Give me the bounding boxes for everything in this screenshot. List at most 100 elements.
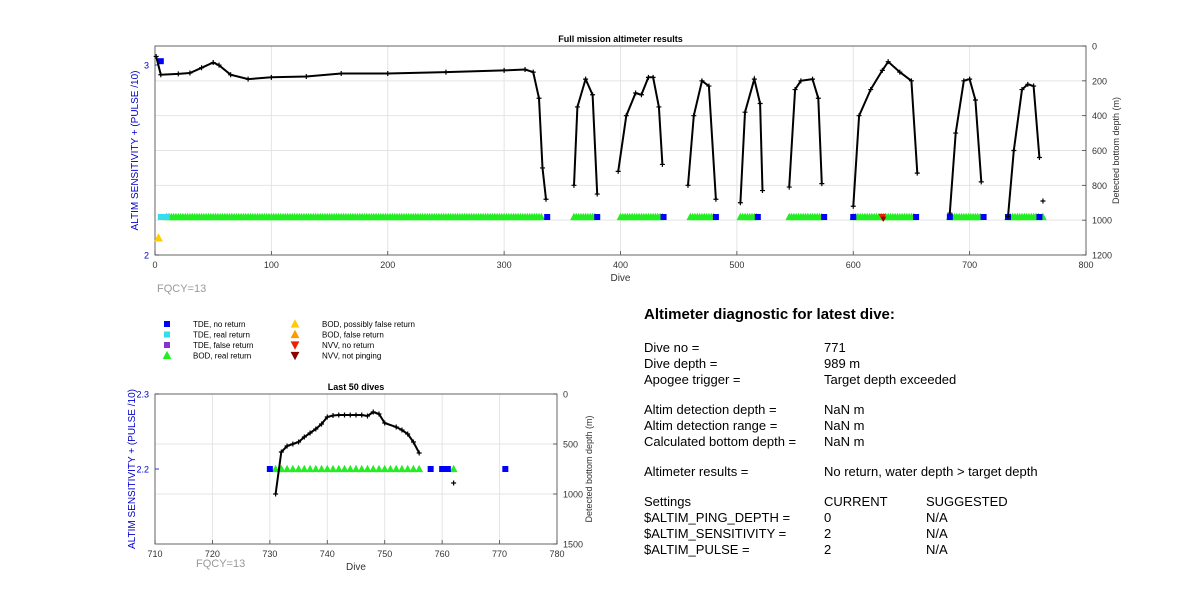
depth-point xyxy=(273,491,279,497)
altimeter-results-value: No return, water depth > target depth xyxy=(824,464,1038,479)
depth-point xyxy=(856,113,862,119)
depth-point xyxy=(685,182,691,188)
legend-square-marker xyxy=(164,342,170,348)
depth-point xyxy=(590,92,596,98)
depth-point xyxy=(645,74,651,80)
detection-depth-label: Altim detection depth = xyxy=(644,402,777,417)
tde-no-return-marker xyxy=(544,214,551,220)
tde-no-return-marker xyxy=(850,214,857,220)
depth-point xyxy=(536,95,542,101)
depth-point xyxy=(216,62,222,68)
apogee-label: Apogee trigger = xyxy=(644,372,741,387)
bod-real-return-marker xyxy=(288,464,297,473)
settings-header-row: Settings CURRENT SUGGESTED xyxy=(644,494,1164,510)
depth-point xyxy=(737,200,743,206)
depth-point xyxy=(656,104,662,110)
depth-point xyxy=(897,69,903,75)
bod-real-return-marker xyxy=(311,464,320,473)
tde-no-return-marker xyxy=(502,466,509,472)
depth-point xyxy=(376,411,382,417)
depth-point xyxy=(359,412,365,418)
depth-point xyxy=(307,430,313,436)
depth-point xyxy=(615,168,621,174)
bod-real-return-marker xyxy=(537,212,546,221)
depth-point xyxy=(451,480,457,486)
depth-point xyxy=(175,71,181,77)
y-right-tick-label: 0 xyxy=(1092,42,1097,52)
depth-point xyxy=(540,165,546,171)
depth-point xyxy=(342,412,348,418)
x-tick-label: 740 xyxy=(320,549,335,559)
suggested-header: SUGGESTED xyxy=(926,494,1008,509)
bod-real-return-marker xyxy=(283,464,291,473)
last-50-dives-chart: 710 720 730 740 750 760 770 780 0 500 1000 1500 2.2 2… xyxy=(127,382,594,573)
x-tick-label: 720 xyxy=(205,549,220,559)
last-50-ylabel-left: ALTIM SENSITIVITY + (PULSE /10) xyxy=(127,389,138,549)
depth-point xyxy=(742,109,748,115)
tde-no-return-marker xyxy=(821,214,828,220)
depth-point xyxy=(953,130,959,136)
diagnostic-title: Altimeter diagnostic for latest dive: xyxy=(644,306,895,323)
dive-no-label: Dive no = xyxy=(644,340,700,355)
depth-point xyxy=(908,78,914,84)
full-mission-chart: 0 100 200 300 400 500 600 700 800 0 200 400 600 800 10… xyxy=(130,34,1121,295)
depth-point xyxy=(245,76,251,82)
tde-no-return-marker xyxy=(266,466,273,472)
bod-real-return-marker xyxy=(386,464,395,473)
depth-point xyxy=(947,210,953,216)
ping-depth-row: $ALTIM_PING_DEPTH = 0 N/A xyxy=(644,510,1164,526)
legend-label: TDE, false return xyxy=(193,341,253,350)
fqcy-annotation: FQCY=13 xyxy=(196,558,245,570)
tde-real-return-marker xyxy=(163,214,170,220)
tde-no-return-marker xyxy=(157,58,164,65)
depth-point xyxy=(385,71,391,77)
last-50-frame xyxy=(154,393,558,545)
pulse-row: $ALTIM_PULSE = 2 N/A xyxy=(644,542,1164,558)
bod-real-return-marker xyxy=(392,464,401,473)
x-tick-label: 100 xyxy=(264,260,279,270)
depth-point xyxy=(530,69,536,75)
ping-depth-current: 0 xyxy=(824,510,832,525)
full-mission-ylabel-left: ALTIM SENSITIVITY + (PULSE /10) xyxy=(130,71,141,231)
apogee-value: Target depth exceeded xyxy=(824,372,957,387)
bod-real-return-marker xyxy=(340,464,349,473)
legend-label: BOD, possibly false return xyxy=(322,320,415,329)
depth-point xyxy=(623,113,629,119)
depth-point xyxy=(810,76,816,82)
x-tick-label: 800 xyxy=(1078,260,1093,270)
depth-point xyxy=(296,439,302,445)
depth-point xyxy=(659,161,665,167)
tde-no-return-marker xyxy=(980,214,987,220)
y-right-tick-label: 1200 xyxy=(1092,251,1112,261)
dive-depth-label: Dive depth = xyxy=(644,356,718,371)
settings-label: Settings xyxy=(644,494,691,509)
altimeter-results-row: Altimeter results = No return, water dep… xyxy=(644,464,1164,480)
depth-point xyxy=(353,412,359,418)
depth-point xyxy=(868,87,874,93)
tde-no-return-marker xyxy=(946,214,953,220)
detection-range-label: Altim detection range = xyxy=(644,418,778,433)
bod-possibly-false-marker xyxy=(154,233,163,242)
detection-range-row: Altim detection range = NaN m xyxy=(644,418,1164,434)
depth-point xyxy=(967,76,973,82)
sensitivity-current: 2 xyxy=(824,526,832,541)
x-tick-label: 780 xyxy=(549,549,564,559)
depth-point xyxy=(1031,83,1037,89)
legend-label: BOD, real return xyxy=(193,352,251,361)
tde-no-return-marker xyxy=(712,214,719,220)
full-mission-frame xyxy=(154,45,1087,256)
depth-point xyxy=(961,78,967,84)
y-left-tick-label: 3 xyxy=(144,61,149,71)
nvv-not-pinging-marker xyxy=(880,216,887,222)
depth-point xyxy=(187,70,193,76)
last-50-title: Last 50 dives xyxy=(328,382,385,392)
depth-point xyxy=(819,181,825,187)
depth-point xyxy=(416,450,422,456)
depth-point xyxy=(815,95,821,101)
y-right-tick-label: 400 xyxy=(1092,111,1107,121)
depth-point xyxy=(443,69,449,75)
depth-point xyxy=(543,196,549,202)
depth-point xyxy=(301,434,307,440)
bod-real-return-marker xyxy=(271,464,280,473)
